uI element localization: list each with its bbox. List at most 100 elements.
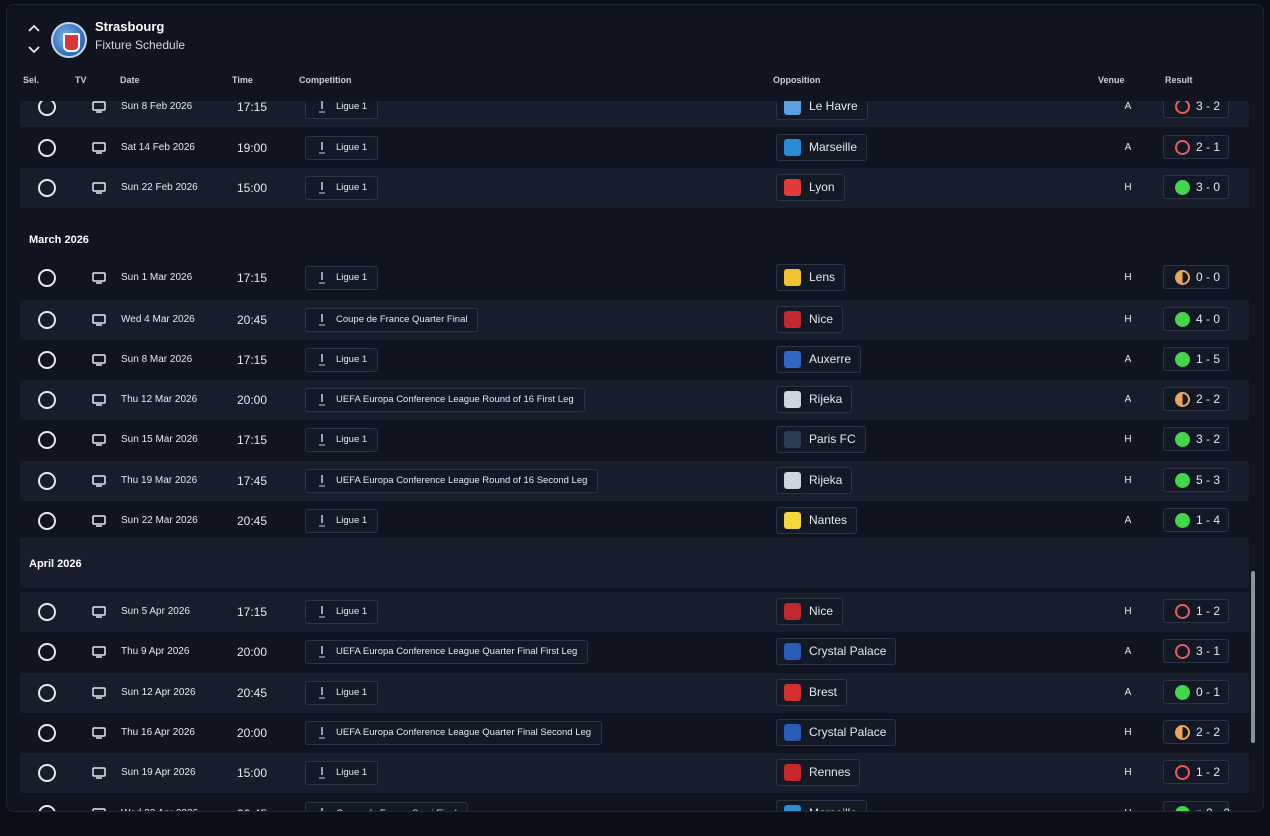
- competition-chip[interactable]: Ligue 1: [305, 176, 379, 200]
- table-row[interactable]: Sun 12 Apr 2026 20:45 Ligue 1 Brest A 0 - 1: [20, 673, 1249, 713]
- chevron-down-icon[interactable]: [27, 43, 41, 55]
- column-header-result[interactable]: Result: [1165, 75, 1193, 85]
- select-radio[interactable]: [38, 603, 56, 621]
- result-chip[interactable]: 2 - 2: [1163, 720, 1229, 744]
- competition-chip[interactable]: Ligue 1: [305, 681, 379, 705]
- table-row[interactable]: Sun 15 Mar 2026 17:15 Ligue 1 Paris FC H 3 - …: [20, 420, 1249, 460]
- opposition-chip[interactable]: Nice: [776, 306, 844, 333]
- result-chip[interactable]: 3 - 2: [1163, 427, 1229, 451]
- select-radio[interactable]: [38, 431, 56, 449]
- column-header-tv[interactable]: TV: [75, 75, 87, 85]
- competition-chip[interactable]: UEFA Europa Conference League Quarter Fi…: [305, 721, 603, 745]
- opposition-chip[interactable]: Le Havre: [776, 101, 868, 120]
- column-header-competition[interactable]: Competition: [299, 75, 352, 85]
- result-chip[interactable]: 0 - 0: [1163, 265, 1229, 289]
- opposition-chip[interactable]: Auxerre: [776, 346, 862, 373]
- competition-chip[interactable]: Ligue 1: [305, 761, 379, 785]
- select-radio[interactable]: [38, 139, 56, 157]
- select-radio[interactable]: [38, 311, 56, 329]
- competition-chip[interactable]: Ligue 1: [305, 509, 379, 533]
- opposition-chip[interactable]: Marseille: [776, 800, 868, 811]
- scrollbar-thumb[interactable]: [1251, 571, 1255, 743]
- column-header-opposition[interactable]: Opposition: [773, 75, 821, 85]
- table-row[interactable]: Sun 22 Feb 2026 15:00 Ligue 1 Lyon H 3 - 0: [20, 168, 1249, 208]
- select-radio[interactable]: [38, 351, 56, 369]
- select-radio[interactable]: [38, 764, 56, 782]
- select-radio[interactable]: [38, 805, 56, 811]
- result-chip[interactable]: 1 - 2: [1163, 599, 1229, 623]
- opposition-chip[interactable]: Marseille: [776, 134, 868, 161]
- result-chip[interactable]: 3 - 1: [1163, 639, 1229, 663]
- select-radio[interactable]: [38, 643, 56, 661]
- opposition-chip[interactable]: Nice: [776, 598, 844, 625]
- venue-label: H: [1124, 314, 1132, 325]
- opposition-chip[interactable]: Rennes: [776, 759, 861, 786]
- opposition-chip[interactable]: Lyon: [776, 174, 845, 201]
- competition-chip[interactable]: Ligue 1: [305, 266, 379, 290]
- opposition-label: Nice: [809, 312, 834, 326]
- result-chip[interactable]: 3 - 2: [1163, 101, 1229, 118]
- competition-chip[interactable]: Coupe de France Quarter Final: [305, 308, 479, 332]
- fixture-time: 20:00: [237, 726, 268, 740]
- table-row[interactable]: Sat 14 Feb 2026 19:00 Ligue 1 Marseille A 2 -…: [20, 128, 1249, 168]
- column-header-sel[interactable]: Sel.: [23, 75, 40, 85]
- table-row[interactable]: Thu 19 Mar 2026 17:45 UEFA Europa Conferen…: [20, 461, 1249, 501]
- select-radio[interactable]: [38, 101, 56, 116]
- column-header-time[interactable]: Time: [232, 75, 253, 85]
- opposition-chip[interactable]: Crystal Palace: [776, 638, 897, 665]
- table-row[interactable]: Sun 22 Mar 2026 20:45 Ligue 1 Nantes A 1 - 4: [20, 501, 1249, 541]
- table-row[interactable]: Sun 8 Mar 2026 17:15 Ligue 1 Auxerre A 1 - 5: [20, 340, 1249, 380]
- select-radio[interactable]: [38, 269, 56, 287]
- competition-chip[interactable]: Coupe de France Semi Final: [305, 802, 468, 811]
- result-chip[interactable]: 1 - 2: [1163, 760, 1229, 784]
- opposition-chip[interactable]: Rijeka: [776, 467, 853, 494]
- opposition-chip[interactable]: Crystal Palace: [776, 719, 897, 746]
- trophy-icon: [315, 474, 329, 488]
- table-row[interactable]: Sun 19 Apr 2026 15:00 Ligue 1 Rennes H 1 - 2: [20, 753, 1249, 793]
- table-row[interactable]: Sun 1 Mar 2026 17:15 Ligue 1 Lens H 0 - 0: [20, 258, 1249, 298]
- opposition-chip[interactable]: Brest: [776, 679, 848, 706]
- result-chip[interactable]: 0 - 1: [1163, 680, 1229, 704]
- select-radio[interactable]: [38, 391, 56, 409]
- competition-chip[interactable]: Ligue 1: [305, 348, 379, 372]
- result-chip[interactable]: 2 - 1: [1163, 135, 1229, 159]
- result-chip[interactable]: 2 - 2: [1163, 387, 1229, 411]
- column-header-venue[interactable]: Venue: [1098, 75, 1125, 85]
- table-row[interactable]: Sun 5 Apr 2026 17:15 Ligue 1 Nice H 1 - 2: [20, 592, 1249, 632]
- table-row[interactable]: Thu 9 Apr 2026 20:00 UEFA Europa Conferenc…: [20, 632, 1249, 672]
- select-radio[interactable]: [38, 179, 56, 197]
- table-row[interactable]: Wed 4 Mar 2026 20:45 Coupe de France Quart…: [20, 300, 1249, 340]
- result-chip[interactable]: 1 - 5: [1163, 347, 1229, 371]
- opposition-chip[interactable]: Lens: [776, 264, 846, 291]
- venue-label: H: [1124, 606, 1132, 617]
- competition-chip[interactable]: Ligue 1: [305, 600, 379, 624]
- select-radio[interactable]: [38, 512, 56, 530]
- competition-chip[interactable]: Ligue 1: [305, 136, 379, 160]
- competition-chip[interactable]: UEFA Europa Conference League Round of 1…: [305, 388, 585, 412]
- competition-chip[interactable]: Ligue 1: [305, 101, 379, 119]
- result-chip[interactable]: 3 - 0: [1163, 175, 1229, 199]
- table-row[interactable]: Sun 8 Feb 2026 17:15 Ligue 1 Le Havre A 3 - 2: [20, 101, 1249, 127]
- table-row[interactable]: Thu 12 Mar 2026 20:00 UEFA Europa Conferen…: [20, 380, 1249, 420]
- result-chip[interactable]: 4 - 0: [1163, 307, 1229, 331]
- select-radio[interactable]: [38, 472, 56, 490]
- result-chip[interactable]: p 2 - 2: [1163, 801, 1230, 811]
- opposition-chip[interactable]: Paris FC: [776, 426, 866, 453]
- competition-chip[interactable]: UEFA Europa Conference League Quarter Fi…: [305, 640, 589, 664]
- select-radio[interactable]: [38, 724, 56, 742]
- opposition-chip[interactable]: Nantes: [776, 507, 858, 534]
- competition-chip[interactable]: UEFA Europa Conference League Round of 1…: [305, 469, 599, 493]
- fixture-time: 15:00: [237, 766, 268, 780]
- club-name[interactable]: Strasbourg: [95, 19, 165, 34]
- opposition-chip[interactable]: Rijeka: [776, 386, 853, 413]
- select-radio[interactable]: [38, 684, 56, 702]
- club-crest[interactable]: [51, 22, 87, 58]
- fixture-list[interactable]: March 2026 April 2026 Sun 8 Feb 2026 17:1…: [7, 101, 1263, 811]
- competition-chip[interactable]: Ligue 1: [305, 428, 379, 452]
- table-row[interactable]: Wed 22 Apr 2026 20:45 Coupe de France Semi…: [20, 794, 1249, 811]
- table-row[interactable]: Thu 16 Apr 2026 20:00 UEFA Europa Conferen…: [20, 713, 1249, 753]
- chevron-up-icon[interactable]: [27, 23, 41, 35]
- result-chip[interactable]: 5 - 3: [1163, 468, 1229, 492]
- column-header-date[interactable]: Date: [120, 75, 140, 85]
- result-chip[interactable]: 1 - 4: [1163, 508, 1229, 532]
